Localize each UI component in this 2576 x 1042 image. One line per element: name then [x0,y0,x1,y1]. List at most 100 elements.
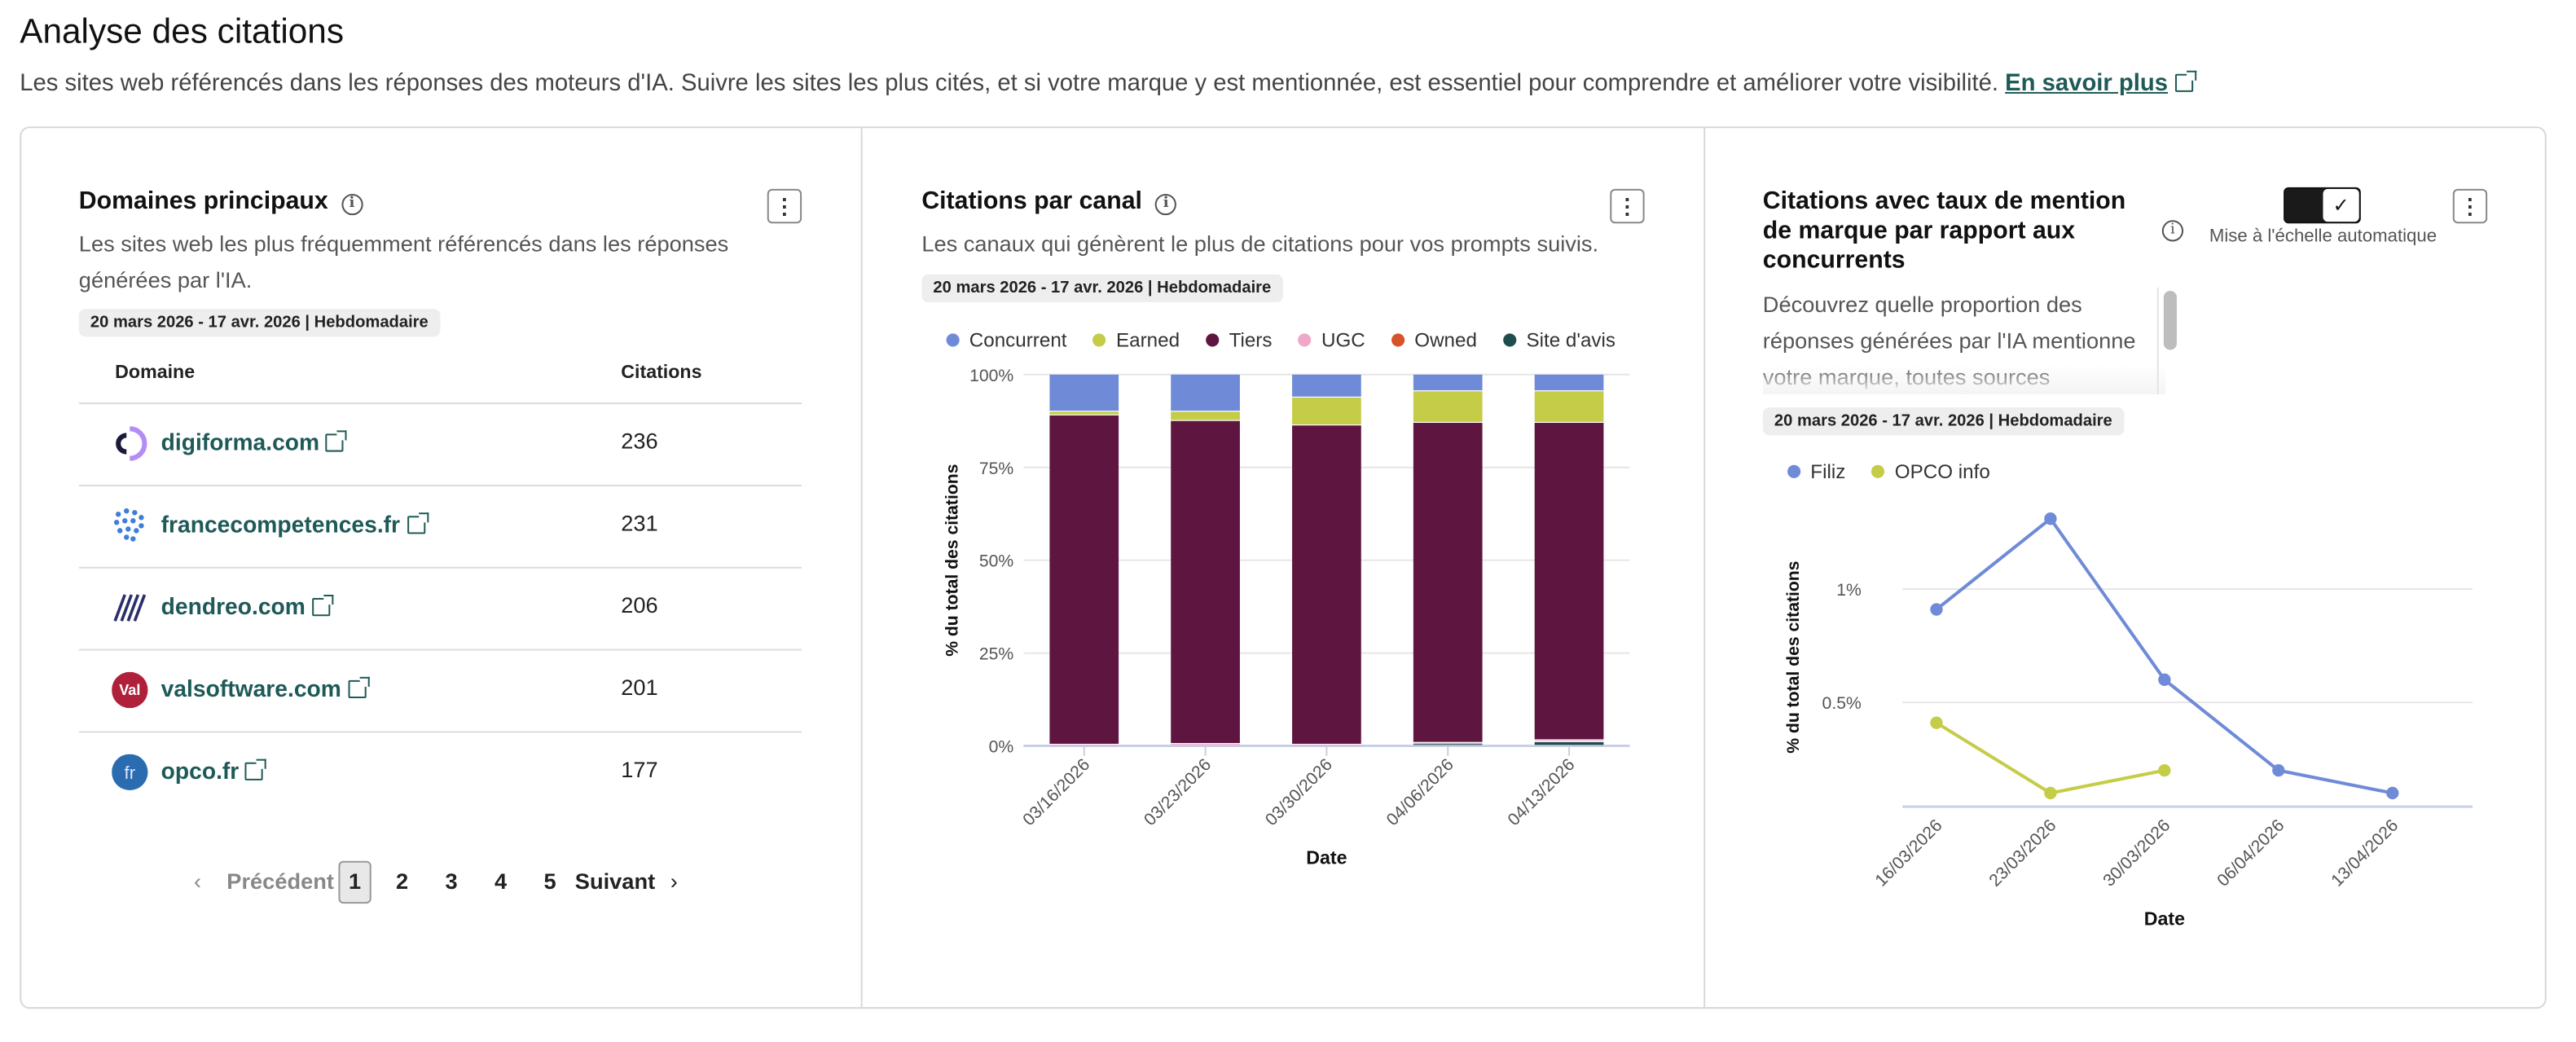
citations-card [20,126,2547,1009]
legend-dot [1391,333,1405,347]
bar-segment-earned [1413,391,1483,422]
y-tick-label: 0.5% [1822,694,1862,713]
channel-title-text: Citations par canal [921,187,1142,216]
external-link-icon [347,676,370,699]
x-tick-label: 03/16/2026 [1019,755,1093,829]
data-point-filiz [2158,673,2171,686]
page-title: Analyse des citations [20,13,345,51]
bar-segment-tiers [1534,423,1604,740]
more-vertical-icon: ⋮ [2459,193,2481,219]
legend-label: UGC [1321,328,1365,352]
x-tick-label: 03/23/2026 [1141,755,1215,829]
domains-panel-title: Domaines principaux i [79,187,363,217]
learn-more-link[interactable]: En savoir plus [2005,71,2168,97]
external-link-icon [407,512,429,534]
x-tick-label: 04/13/2026 [1505,755,1579,829]
legend-label: Filiz [1810,459,1846,483]
more-vertical-icon: ⋮ [773,193,796,219]
domains-description: Les sites web les plus fréquemment référ… [78,231,729,292]
legend-item[interactable]: Owned [1391,328,1477,352]
page-description: Les sites web référencés dans les répons… [20,70,1999,97]
channel-panel-title: Citations par canal i [921,187,1177,217]
row-divider [78,484,802,486]
data-point-filiz [2044,512,2057,525]
legend-item[interactable]: Filiz [1787,460,1845,483]
domain-link[interactable]: francecompetences.fr [160,511,429,538]
page-5-button[interactable]: 5 [543,868,556,895]
next-page-button[interactable]: Suivant [574,868,656,895]
data-point-opco-info [2044,786,2057,800]
domain-link[interactable]: valsoftware.com [161,675,370,701]
x-tick-label: 03/30/2026 [1262,755,1336,829]
channel-menu-button[interactable]: ⋮ [1610,188,1645,224]
chevron-left-icon[interactable]: ‹ [193,868,202,895]
bar-segment-site-d-avis [1534,741,1604,745]
page-1-button[interactable]: 1 [338,860,371,904]
table-row: fr opco.fr 177 [79,731,802,813]
legend-label: Concurrent [969,328,1067,352]
column-header-citations[interactable]: Citations [621,363,702,383]
domains-menu-button[interactable]: ⋮ [767,188,802,224]
page-2-button[interactable]: 2 [396,868,409,895]
data-point-opco-info [1930,716,1943,729]
legend-item[interactable]: Tiers [1206,328,1272,352]
legend-item[interactable]: UGC [1298,328,1365,352]
x-tick-label: 30/03/2026 [2099,816,2174,890]
bar-segment-concurrent [1413,374,1483,391]
mention-panel-title: Citations avec taux de mention de marque… [1762,187,2126,275]
bar-segment-tiers [1292,425,1361,744]
auto-scale-label: Mise à l'échelle automatique [2209,226,2438,247]
info-icon[interactable]: i [341,193,363,216]
x-tick-label: 13/04/2026 [2328,816,2402,890]
external-link-icon [2174,70,2196,92]
legend-item[interactable]: Earned [1092,328,1180,352]
legend-item[interactable]: Concurrent [946,328,1067,352]
legend-dot [1092,333,1106,347]
domain-name: opco.fr [160,757,240,784]
row-divider [78,649,802,651]
bar-segment-tiers [1171,420,1240,744]
previous-page-button[interactable]: Précédent [226,868,334,895]
bar-segment-ugc [1413,742,1483,744]
domain-link[interactable]: dendreo.com [161,593,334,619]
legend-label: Site d'avis [1526,328,1616,352]
legend-item[interactable]: OPCO info [1871,460,1990,483]
legend-label: Owned [1414,328,1477,352]
column-header-domain[interactable]: Domaine [115,363,196,383]
bar-segment-concurrent [1292,374,1361,397]
date-range-badge: 20 mars 2026 - 17 avr. 2026 | Hebdomadai… [921,274,1283,303]
bar-segment-earned [1171,411,1240,420]
auto-scale-toggle[interactable]: ✓ [2284,187,2361,224]
domain-link[interactable]: digiforma.com [161,429,348,455]
bar-chart-legend: Concurrent Earned Tiers UGC Owned Site d'avis [946,328,1642,352]
line-chart-legend: Filiz OPCO info [1787,460,2016,483]
info-icon[interactable]: i [1155,193,1177,216]
description-scrollbar[interactable] [2163,290,2177,350]
bar-segment-earned [1292,398,1361,425]
external-link-icon [311,595,334,617]
chevron-right-icon[interactable]: › [670,868,678,895]
x-tick-label: 04/06/2026 [1383,755,1457,829]
date-range-badge: 20 mars 2026 - 17 avr. 2026 | Hebdomadai… [78,309,440,337]
page-4-button[interactable]: 4 [494,868,508,895]
mention-description-box[interactable]: Découvrez quelle proportion des réponses… [1762,288,2180,394]
external-link-icon [326,430,348,452]
domain-link[interactable]: opco.fr [160,757,267,784]
valsoftware-logo: Val [112,671,148,709]
mention-line-chart: 0.5% 1% % du total des citations 16/03/2026… [1784,512,2473,929]
info-icon[interactable]: i [2161,220,2184,242]
x-axis-title: Date [1306,847,1347,868]
domain-name: francecompetences.fr [160,511,401,538]
legend-dot [946,333,960,347]
y-axis-title: % du total des citations [943,464,962,657]
citation-count: 206 [621,592,658,618]
page-3-button[interactable]: 3 [445,868,458,895]
mention-menu-button[interactable]: ⋮ [2452,188,2488,224]
legend-item[interactable]: Site d'avis [1503,328,1616,352]
panel-divider [1703,126,1706,1009]
data-point-opco-info [2158,763,2171,777]
legend-label: Earned [1116,328,1180,352]
bar-segment-earned [1534,391,1604,422]
y-tick-label: 1% [1836,581,1862,600]
